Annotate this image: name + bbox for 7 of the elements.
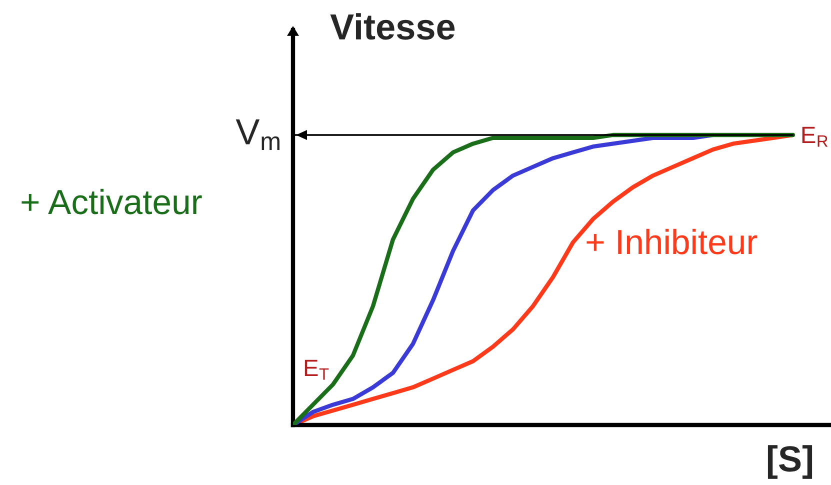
series-label: + Inhibiteur <box>586 228 758 254</box>
text: E$_{R}$ <box>802 126 828 147</box>
y-axis-title: Vitesse <box>330 13 455 40</box>
text: + Activateur <box>22 188 202 214</box>
x-axis-title: [S] <box>768 445 812 479</box>
annotation: E$_{T}$ <box>304 360 329 380</box>
ref-line-label: V$_{m}$ <box>236 119 280 150</box>
